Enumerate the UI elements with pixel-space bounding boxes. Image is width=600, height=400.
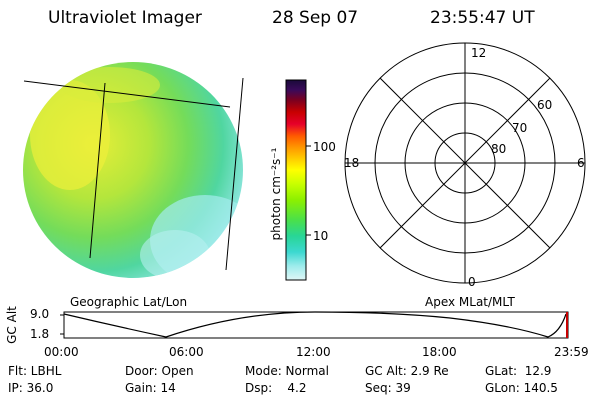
- altitude-plot: [60, 311, 569, 339]
- altitude-ytick-1-8: 1.8: [30, 327, 50, 341]
- altitude-ytick-9: 9.0: [30, 307, 50, 321]
- mlt-label-12: 12: [471, 46, 487, 60]
- time-tick-1800: 18:00: [422, 345, 457, 359]
- mlat-label-70: 70: [512, 121, 528, 135]
- colorbar-tick-10: 10: [313, 229, 329, 243]
- mlat-label-80: 80: [491, 142, 507, 156]
- altitude-ylabel: GC Alt: [5, 306, 19, 344]
- time-tick-2359: 23:59: [554, 345, 589, 359]
- apex-caption: Apex MLat/MLT: [425, 295, 515, 309]
- mlt-label-6: 6: [577, 156, 585, 170]
- door-field: Door: Open: [125, 364, 194, 378]
- gain-field: Gain: 14: [125, 381, 176, 395]
- colorbar-unit-label: photon cm⁻²s⁻¹: [269, 147, 283, 241]
- gc-alt-field: GC Alt: 2.9 Re: [365, 364, 449, 378]
- geographic-caption: Geographic Lat/Lon: [70, 295, 188, 309]
- time-tick-0600: 06:00: [169, 345, 204, 359]
- app-title: Ultraviolet Imager: [48, 8, 202, 28]
- color-bar: [285, 79, 311, 281]
- mlat-label-60: 60: [537, 98, 553, 112]
- flt-field: Flt: LBHL: [8, 364, 62, 378]
- seq-field: Seq: 39: [365, 381, 411, 395]
- dsp-field: Dsp: 4.2: [245, 381, 307, 395]
- mode-field: Mode: Normal: [245, 364, 329, 378]
- uv-image-disk: [23, 62, 244, 278]
- glon-field: GLon: 140.5: [485, 381, 558, 395]
- polar-plot: [344, 42, 586, 284]
- colorbar-tick-100: 100: [313, 140, 336, 154]
- date-label: 28 Sep 07: [272, 8, 359, 28]
- glat-field: GLat: 12.9: [485, 364, 552, 378]
- time-tick-1200: 12:00: [296, 345, 331, 359]
- time-label: 23:55:47 UT: [430, 8, 535, 28]
- time-tick-0000: 00:00: [44, 345, 79, 359]
- mlt-label-18: 18: [344, 156, 360, 170]
- mlt-label-0: 0: [468, 275, 476, 289]
- ip-field: IP: 36.0: [8, 381, 54, 395]
